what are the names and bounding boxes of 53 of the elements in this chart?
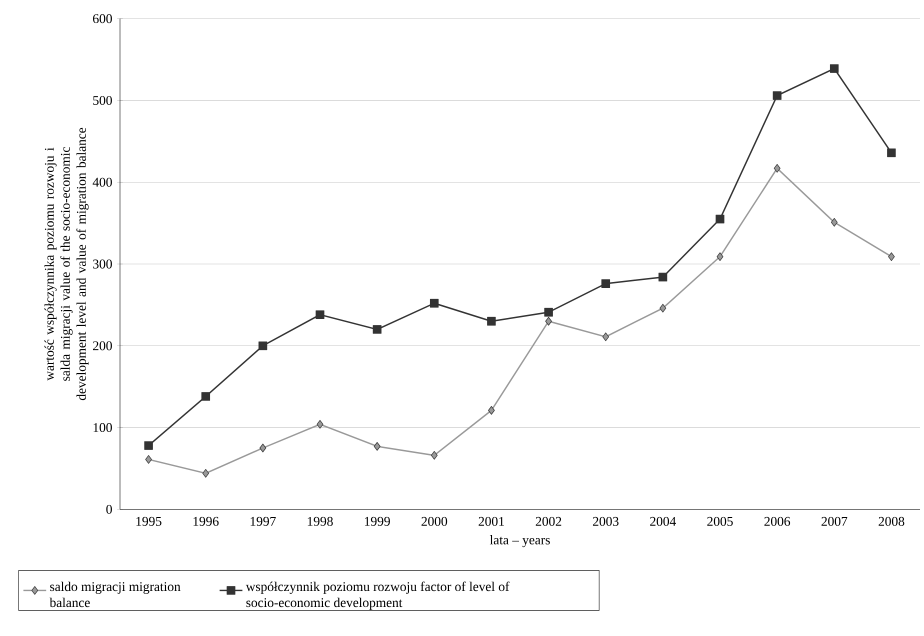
point xyxy=(316,310,324,320)
y-tick-label: 100 xyxy=(94,423,112,432)
point xyxy=(544,308,553,317)
point xyxy=(602,332,610,342)
point xyxy=(145,455,152,464)
point xyxy=(774,164,780,173)
point xyxy=(888,252,895,261)
legend-label: saldo migracji migration balance xyxy=(50,582,180,608)
y-tick-label: 200 xyxy=(93,341,112,350)
point xyxy=(487,316,496,326)
point xyxy=(488,406,495,415)
point xyxy=(374,442,380,451)
point xyxy=(716,214,724,224)
legend-label: współczynnik poziomu rozwoju factor of level of socio-economic development xyxy=(246,582,510,610)
x-tick-label: 1996 xyxy=(194,516,219,526)
y-tick-label: 0 xyxy=(106,504,112,514)
x-tick-label: 1999 xyxy=(364,516,390,526)
point xyxy=(258,341,268,350)
x-tick-label: 2003 xyxy=(592,516,619,526)
point xyxy=(716,252,724,261)
point xyxy=(830,218,838,227)
y-tick-label: 300 xyxy=(93,260,112,268)
point xyxy=(202,469,210,478)
point xyxy=(372,325,382,334)
point xyxy=(430,298,439,308)
point xyxy=(430,451,438,460)
x-tick-label: 2000 xyxy=(422,516,448,526)
y-axis-title: wartość współczynnika poziomu rozwoju i salda migracji value of the socio-economic development level and value of migration balance xyxy=(44,128,89,400)
y-tick-label: 400 xyxy=(92,178,112,187)
x-tick-label: 1998 xyxy=(308,516,333,526)
point xyxy=(601,279,610,288)
point xyxy=(887,148,896,158)
x-tick-label: 1995 xyxy=(136,516,162,526)
point xyxy=(545,316,552,326)
x-tick-label: 2006 xyxy=(764,516,790,526)
point xyxy=(201,392,210,401)
y-tick-label: 600 xyxy=(93,14,112,24)
point xyxy=(660,304,666,312)
x-tick-label: 2008 xyxy=(878,516,904,526)
x-tick-label: 2001 xyxy=(478,516,504,526)
point xyxy=(260,444,266,452)
x-tick-label: 2005 xyxy=(707,516,733,526)
x-axis-title: lata – years xyxy=(490,535,550,548)
x-tick-label: 2007 xyxy=(822,516,848,526)
point xyxy=(658,272,668,282)
y-tick-label: 500 xyxy=(93,96,112,105)
x-tick-label: 1997 xyxy=(250,516,276,526)
point xyxy=(772,91,782,100)
x-tick-label: 2004 xyxy=(650,516,676,526)
point xyxy=(316,420,324,429)
x-tick-label: 2002 xyxy=(536,516,562,526)
point xyxy=(144,441,153,450)
point xyxy=(830,64,839,73)
